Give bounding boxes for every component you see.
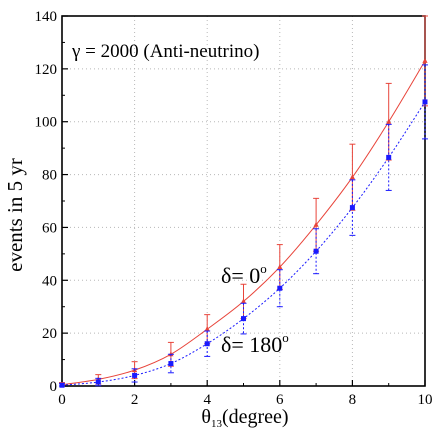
y-tick-label: 80 [42, 168, 57, 184]
y-tick-label: 60 [42, 220, 57, 236]
data-point [204, 326, 210, 332]
data-point [168, 361, 174, 367]
data-point [277, 285, 283, 291]
x-tick-label: 6 [276, 392, 284, 408]
series-delta-180 [59, 64, 428, 388]
x-tick-label: 2 [131, 392, 139, 408]
data-point [349, 205, 355, 211]
data-point [204, 341, 210, 347]
y-tick-label: 100 [35, 115, 58, 131]
data-point [422, 57, 428, 63]
data-point [386, 118, 392, 124]
data-point [386, 154, 392, 160]
series-label-delta-180: δ= 180o [221, 330, 289, 357]
series-label-delta-0: δ= 0o [221, 261, 267, 288]
y-tick-label: 140 [35, 9, 58, 25]
y-tick-label: 120 [35, 62, 58, 78]
data-point [277, 264, 283, 270]
data-point [132, 372, 138, 378]
data-point [349, 174, 355, 180]
annotation-text: γ = 2000 (Anti-neutrino) [71, 41, 259, 62]
data-point [240, 298, 247, 304]
y-tick-label: 40 [42, 273, 57, 289]
x-tick-label: 10 [418, 392, 433, 408]
series-layer [59, 15, 428, 388]
data-point [422, 99, 428, 105]
data-point [241, 316, 246, 322]
data-point [313, 221, 319, 227]
y-axis-title: events in 5 yr [3, 158, 27, 272]
grid [61, 15, 426, 387]
x-axis-title: θ13(degree) [201, 406, 288, 430]
data-point [313, 248, 319, 254]
x-tick-label: 0 [58, 392, 66, 408]
x-tick-label: 8 [349, 392, 357, 408]
data-point [59, 382, 65, 388]
plot-frame [61, 15, 426, 387]
y-tick-label: 20 [42, 326, 57, 342]
x-tick-label: 4 [203, 392, 211, 408]
y-tick-label: 0 [50, 379, 58, 395]
data-point [95, 379, 101, 385]
